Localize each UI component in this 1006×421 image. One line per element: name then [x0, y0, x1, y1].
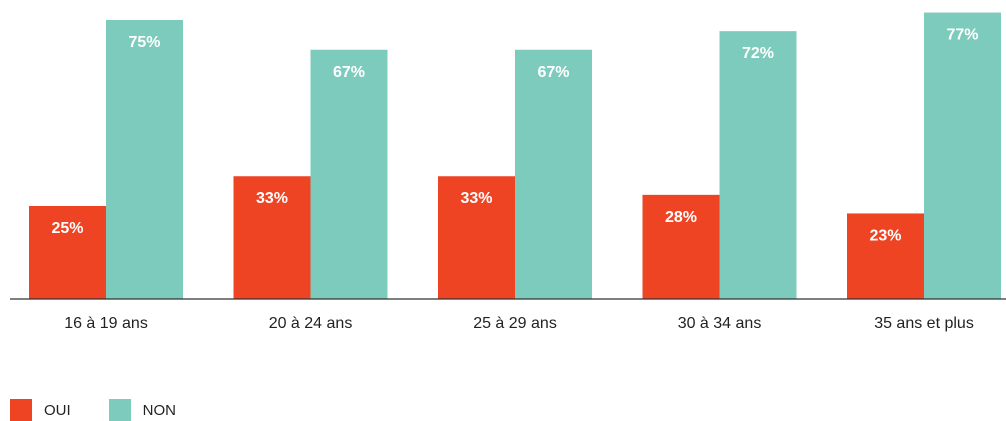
bar-oui-2 — [233, 176, 311, 299]
bar-non-5 — [924, 12, 1001, 300]
bar-oui-3 — [438, 176, 515, 299]
legend-swatch-non — [108, 399, 131, 421]
value-label-oui-1: 25% — [51, 220, 83, 237]
value-label-non-5: 77% — [946, 27, 978, 44]
value-label-oui-3: 33% — [460, 190, 492, 207]
bar-non-3 — [515, 49, 592, 300]
value-label-non-3: 67% — [537, 64, 569, 81]
value-label-non-4: 72% — [742, 45, 774, 62]
value-labels-group: 25% 75% 33% 67% 33% 67% 28% 72% 23% 77% — [51, 27, 978, 245]
bar-oui-4 — [642, 194, 720, 299]
x-tick-label-1: 16 à 19 ans — [64, 315, 148, 332]
value-label-oui-4: 28% — [665, 209, 697, 226]
x-tick-label-4: 30 à 34 ans — [678, 315, 762, 332]
value-label-oui-2: 33% — [256, 190, 288, 207]
bar-non-1 — [106, 20, 183, 299]
legend-label-non: NON — [142, 401, 177, 419]
value-label-non-2: 67% — [333, 64, 365, 81]
bar-oui-1 — [29, 206, 106, 299]
x-tick-labels-group: 16 à 19 ans 20 à 24 ans 25 à 29 ans 30 à 34… — [64, 315, 974, 332]
bar-non-4 — [719, 31, 797, 299]
x-tick-label-5: 35 ans et plus — [874, 315, 974, 332]
legend: OUI NON — [10, 399, 214, 421]
legend-item-non: NON — [108, 399, 177, 421]
x-tick-label-3: 25 à 29 ans — [473, 315, 557, 332]
legend-swatch-oui — [10, 399, 32, 421]
bar-oui-5 — [847, 213, 924, 299]
bar-non-2 — [310, 49, 388, 300]
x-tick-label-2: 20 à 24 ans — [269, 315, 353, 332]
value-label-non-1: 75% — [128, 34, 160, 51]
bars-group — [29, 12, 1001, 300]
legend-item-oui: OUI — [10, 399, 71, 421]
legend-label-oui: OUI — [44, 401, 71, 419]
value-label-oui-5: 23% — [869, 227, 901, 244]
